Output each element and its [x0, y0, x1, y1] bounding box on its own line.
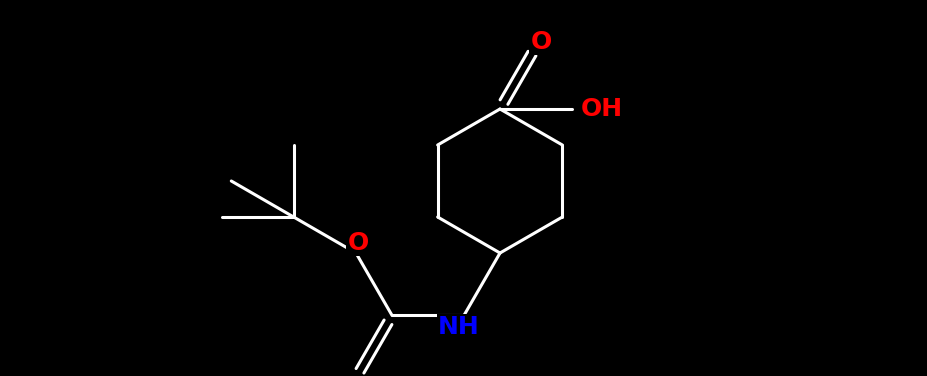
Text: O: O: [347, 231, 368, 255]
Text: O: O: [530, 30, 551, 54]
Text: OH: OH: [580, 97, 622, 121]
Text: NH: NH: [438, 315, 479, 340]
